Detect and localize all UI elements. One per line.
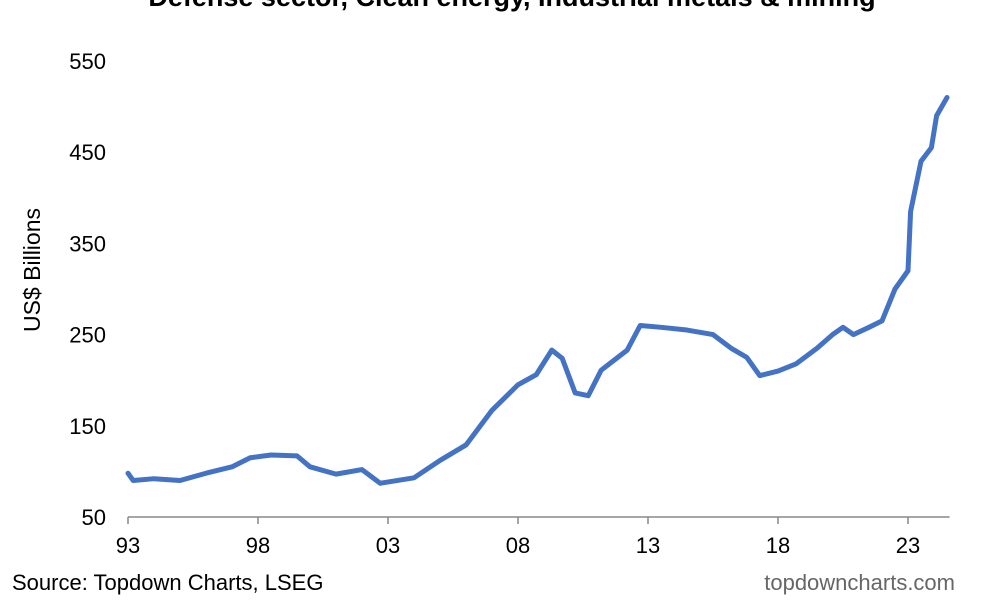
y-axis-label: US$ Billions — [19, 208, 45, 332]
x-tick-label: 23 — [896, 533, 920, 558]
x-tick-label: 18 — [766, 533, 790, 558]
watermark: topdowncharts.com — [764, 570, 955, 595]
y-tick-label: 350 — [69, 231, 106, 256]
y-tick-label: 50 — [82, 505, 106, 530]
x-tick-label: 98 — [246, 533, 270, 558]
y-tick-label: 150 — [69, 414, 106, 439]
x-tick-label: 93 — [116, 533, 140, 558]
y-tick-label: 550 — [69, 49, 106, 74]
x-tick-label: 03 — [376, 533, 400, 558]
chart-title: Defense sector, Clean energy, Industrial… — [148, 0, 875, 12]
x-tick-label: 08 — [506, 533, 530, 558]
y-tick-label: 450 — [69, 140, 106, 165]
source: Source: Topdown Charts, LSEG — [12, 570, 323, 595]
y-tick-label: 250 — [69, 323, 106, 348]
x-tick-label: 13 — [636, 533, 660, 558]
data-line — [125, 94, 950, 486]
